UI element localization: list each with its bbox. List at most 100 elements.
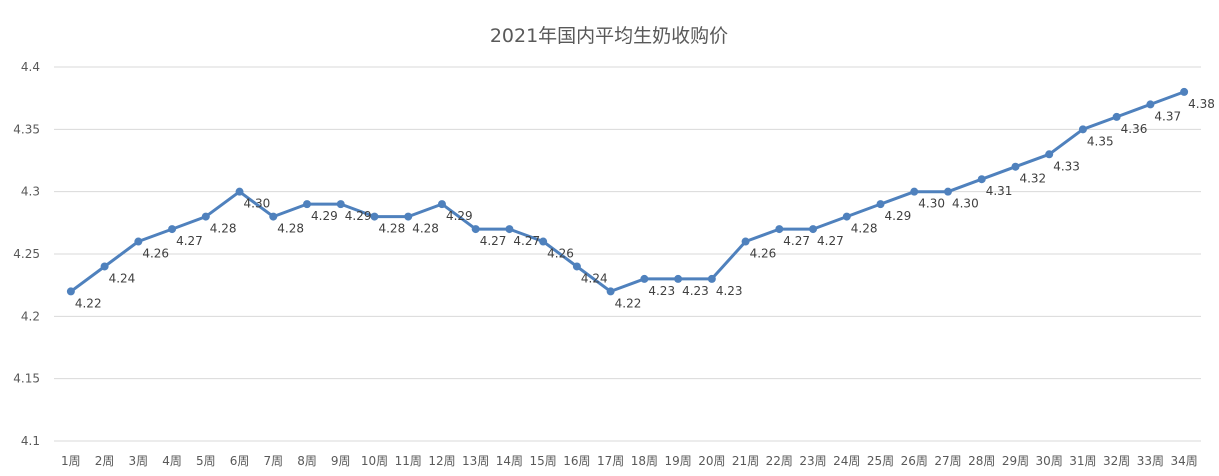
x-tick-label: 12周 bbox=[428, 454, 455, 468]
x-tick-label: 5周 bbox=[196, 454, 216, 468]
x-tick-label: 27周 bbox=[934, 454, 961, 468]
x-tick-label: 14周 bbox=[496, 454, 523, 468]
x-tick-label: 18周 bbox=[631, 454, 658, 468]
data-label: 4.23 bbox=[682, 284, 709, 298]
data-label: 4.36 bbox=[1121, 122, 1148, 136]
data-label: 4.23 bbox=[716, 284, 743, 298]
data-point bbox=[100, 262, 109, 271]
x-tick-label: 31周 bbox=[1069, 454, 1096, 468]
x-tick-label: 22周 bbox=[766, 454, 793, 468]
data-point bbox=[606, 287, 615, 296]
data-point bbox=[842, 212, 851, 221]
data-point bbox=[1078, 125, 1087, 134]
chart-title: 2021年国内平均生奶收购价 bbox=[490, 25, 728, 47]
data-point bbox=[741, 237, 750, 246]
data-label: 4.30 bbox=[918, 197, 945, 211]
data-point bbox=[1180, 87, 1189, 96]
x-tick-label: 7周 bbox=[263, 454, 283, 468]
data-label: 4.29 bbox=[446, 209, 473, 223]
x-tick-label: 2周 bbox=[95, 454, 115, 468]
data-label: 4.26 bbox=[547, 247, 574, 261]
data-label: 4.32 bbox=[1019, 172, 1046, 186]
data-labels: 4.22 4.24 4.26 4.27 4.28 4.30 4.28 4.29 4.29 4.28… bbox=[75, 97, 1215, 310]
data-label: 4.27 bbox=[817, 234, 844, 248]
data-point bbox=[539, 237, 548, 246]
data-label: 4.31 bbox=[986, 184, 1013, 198]
y-tick-label: 4.3 bbox=[21, 185, 40, 199]
y-tick-label: 4.1 bbox=[21, 434, 40, 448]
data-label: 4.24 bbox=[109, 271, 136, 285]
data-point bbox=[235, 187, 244, 196]
data-point bbox=[674, 274, 683, 283]
y-tick-label: 4.2 bbox=[21, 309, 40, 323]
x-tick-label: 21周 bbox=[732, 454, 759, 468]
data-point bbox=[640, 274, 649, 283]
x-tick-label: 6周 bbox=[230, 454, 250, 468]
data-point bbox=[66, 287, 75, 296]
y-tick-label: 4.25 bbox=[13, 247, 40, 261]
x-tick-label: 30周 bbox=[1036, 454, 1063, 468]
data-point bbox=[1045, 150, 1054, 159]
data-point bbox=[437, 200, 446, 209]
data-label: 4.27 bbox=[783, 234, 810, 248]
data-label: 4.23 bbox=[648, 284, 675, 298]
data-label: 4.35 bbox=[1087, 134, 1114, 148]
data-point bbox=[404, 212, 413, 221]
x-tick-label: 9周 bbox=[331, 454, 351, 468]
x-tick-label: 34周 bbox=[1170, 454, 1197, 468]
x-tick-label: 26周 bbox=[901, 454, 928, 468]
x-tick-label: 20周 bbox=[698, 454, 725, 468]
x-tick-label: 3周 bbox=[129, 454, 149, 468]
data-label: 4.27 bbox=[480, 234, 507, 248]
data-label: 4.22 bbox=[75, 296, 102, 310]
x-tick-label: 25周 bbox=[867, 454, 894, 468]
data-label: 4.28 bbox=[210, 222, 237, 236]
data-point bbox=[809, 225, 818, 234]
data-point bbox=[303, 200, 312, 209]
data-point bbox=[775, 225, 784, 234]
data-point bbox=[269, 212, 278, 221]
data-point bbox=[572, 262, 581, 271]
series-line bbox=[69, 90, 1186, 293]
data-label: 4.28 bbox=[851, 222, 878, 236]
data-label: 4.26 bbox=[750, 247, 777, 261]
data-points bbox=[66, 87, 1189, 296]
y-tick-label: 4.15 bbox=[13, 372, 40, 386]
data-label: 4.37 bbox=[1154, 109, 1181, 123]
data-label: 4.38 bbox=[1188, 97, 1215, 111]
data-point bbox=[134, 237, 143, 246]
data-label: 4.29 bbox=[885, 209, 912, 223]
data-point bbox=[1146, 100, 1155, 109]
x-tick-label: 17周 bbox=[597, 454, 624, 468]
x-tick-label: 24周 bbox=[833, 454, 860, 468]
data-label: 4.28 bbox=[412, 222, 439, 236]
data-label: 4.28 bbox=[378, 222, 405, 236]
x-tick-label: 4周 bbox=[162, 454, 182, 468]
x-tick-label: 19周 bbox=[664, 454, 691, 468]
x-tick-label: 23周 bbox=[799, 454, 826, 468]
x-tick-label: 28周 bbox=[968, 454, 995, 468]
data-point bbox=[505, 225, 514, 234]
data-label: 4.22 bbox=[615, 296, 642, 310]
data-label: 4.29 bbox=[311, 209, 338, 223]
data-label: 4.27 bbox=[513, 234, 540, 248]
data-point bbox=[943, 187, 952, 196]
data-label: 4.28 bbox=[277, 222, 304, 236]
x-tick-label: 15周 bbox=[530, 454, 557, 468]
data-point bbox=[910, 187, 919, 196]
x-tick-label: 33周 bbox=[1137, 454, 1164, 468]
data-point bbox=[977, 175, 986, 184]
data-label: 4.29 bbox=[345, 209, 372, 223]
x-tick-label: 29周 bbox=[1002, 454, 1029, 468]
data-point bbox=[1112, 112, 1121, 121]
x-tick-label: 16周 bbox=[563, 454, 590, 468]
data-point bbox=[471, 225, 480, 234]
data-label: 4.24 bbox=[581, 271, 608, 285]
data-point bbox=[370, 212, 379, 221]
data-point bbox=[876, 200, 885, 209]
x-tick-label: 11周 bbox=[395, 454, 422, 468]
data-label: 4.26 bbox=[142, 247, 169, 261]
data-label: 4.30 bbox=[952, 197, 979, 211]
